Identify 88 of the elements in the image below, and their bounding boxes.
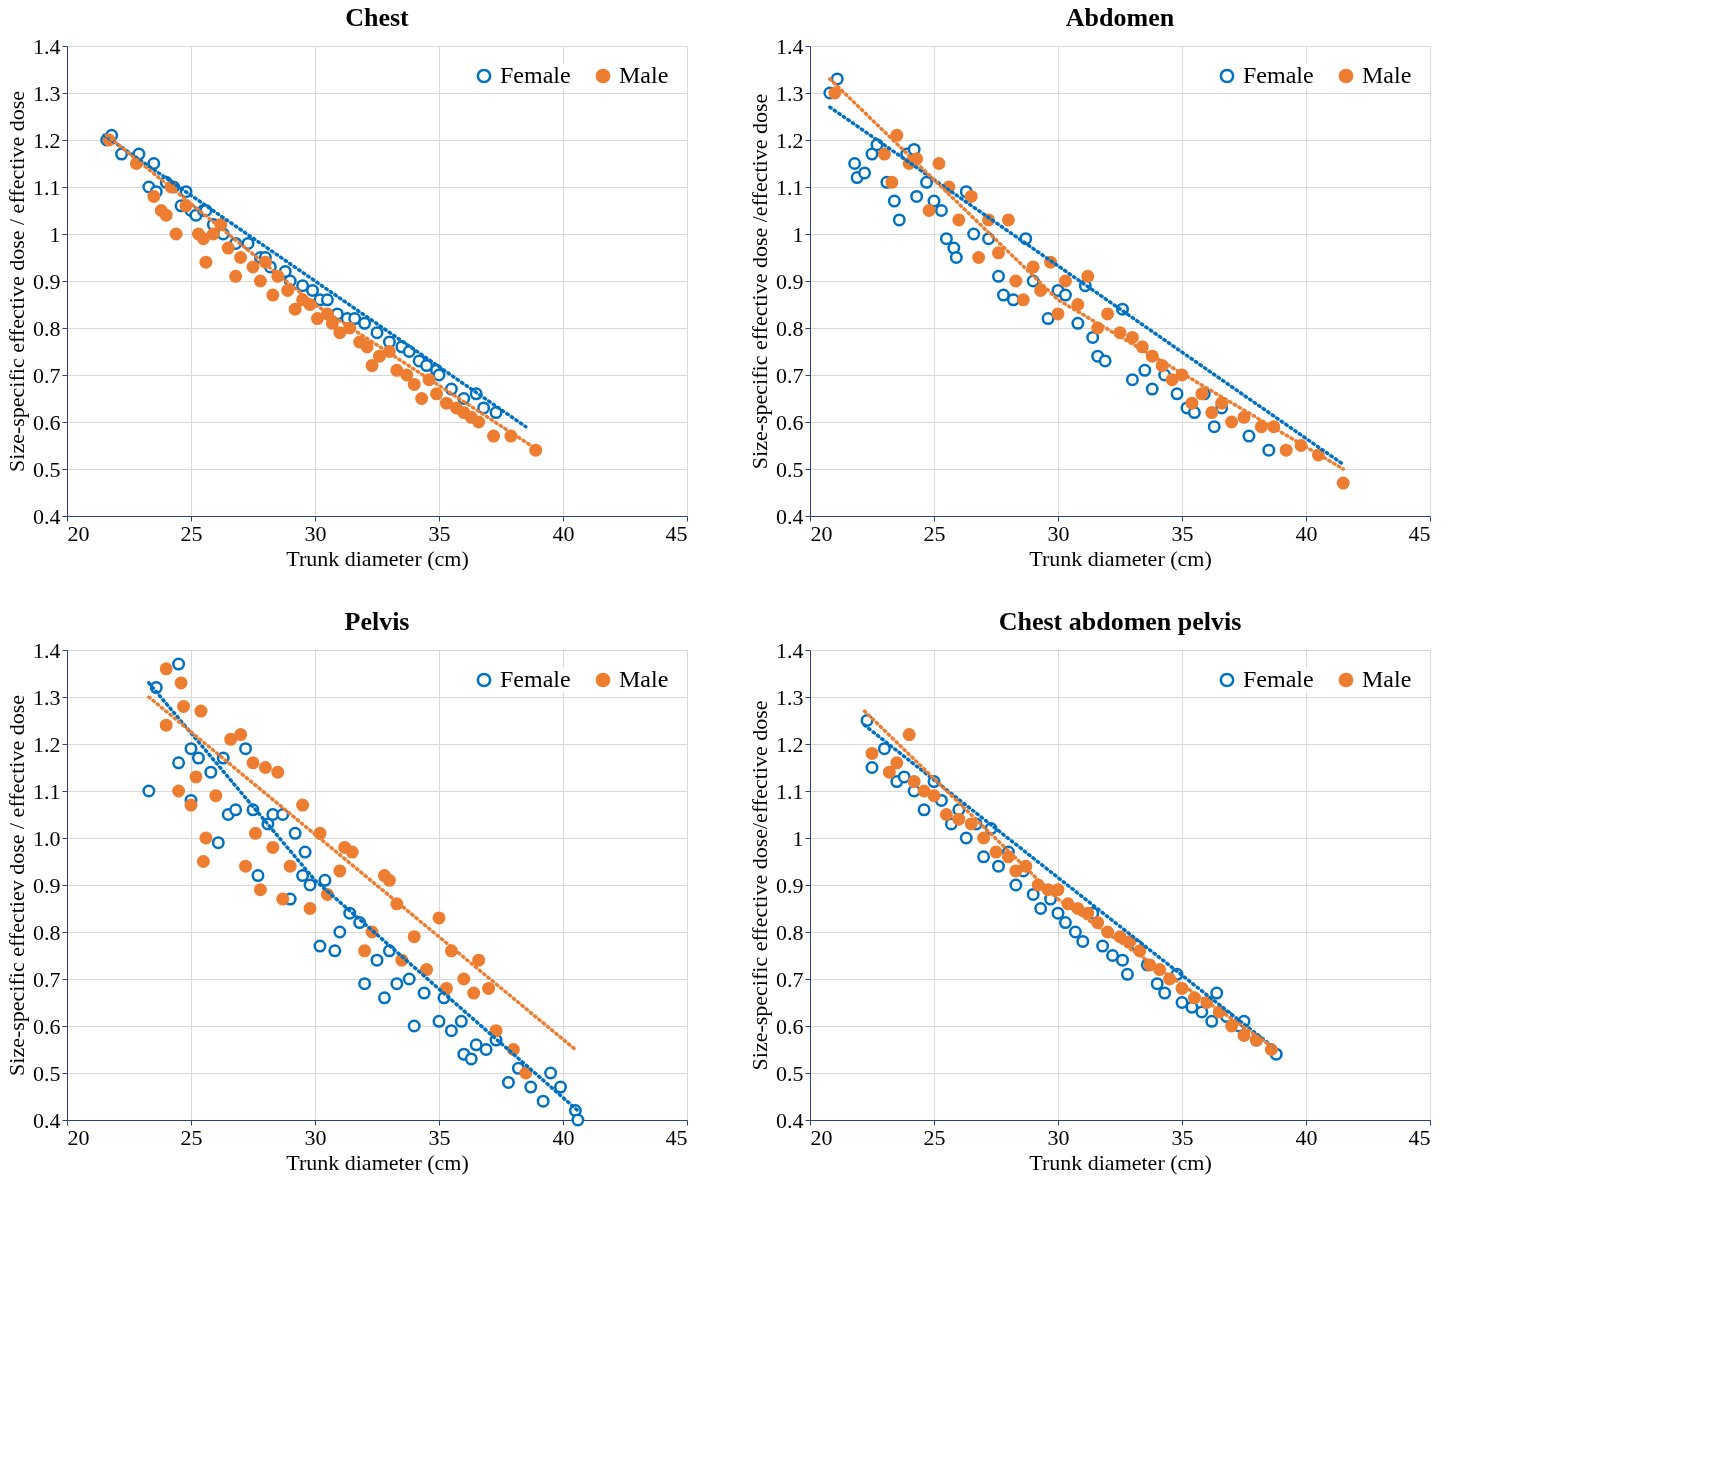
y-tick-label: 0.4 xyxy=(776,503,804,529)
y-axis-title: Size-specific effectiev dose / effective dose xyxy=(4,695,29,1076)
x-tick-label: 30 xyxy=(1047,520,1070,546)
y-tick-label: 1.1 xyxy=(776,174,804,200)
y-tick-label: 0.5 xyxy=(33,1060,61,1086)
y-tick-label: 0.4 xyxy=(33,1107,61,1133)
x-tick-label: 20 xyxy=(67,520,90,546)
x-tick-label: 30 xyxy=(1047,1124,1070,1150)
y-tick-label: 0.4 xyxy=(776,1107,804,1133)
y-tick-label: 1.4 xyxy=(33,637,61,663)
x-tick-label: 20 xyxy=(810,520,833,546)
chart-title: Chest abdomen pelvis xyxy=(998,607,1242,636)
x-axis-title: Trunk diameter (cm) xyxy=(286,545,469,571)
y-tick-label: 0.9 xyxy=(33,872,61,898)
y-tick-label: 0.8 xyxy=(33,919,61,945)
x-tick-label: 40 xyxy=(552,1124,575,1150)
y-tick-label: 1.2 xyxy=(33,127,61,153)
x-tick-label: 25 xyxy=(180,520,203,546)
y-tick-label: 1 xyxy=(792,221,804,247)
y-tick-label: 0.5 xyxy=(776,456,804,482)
y-tick-label: 1.3 xyxy=(776,684,804,710)
legend-label: Male xyxy=(619,666,669,692)
legend-label: Male xyxy=(1362,62,1412,88)
x-tick-label: 30 xyxy=(304,1124,327,1150)
y-tick-label: 1.2 xyxy=(33,731,61,757)
y-axis-title: Size-specific effective dose/effective dose xyxy=(747,700,772,1071)
y-tick-label: 1.3 xyxy=(33,80,61,106)
y-tick-label: 1.2 xyxy=(776,127,804,153)
y-tick-label: 1 xyxy=(49,221,61,247)
y-tick-label: 1.2 xyxy=(776,731,804,757)
y-tick-label: 1 xyxy=(792,825,804,851)
y-tick-label: 1.4 xyxy=(776,637,804,663)
legend-label: Female xyxy=(500,62,571,88)
y-tick-label: 0.9 xyxy=(776,872,804,898)
y-tick-label: 0.8 xyxy=(776,919,804,945)
y-tick-label: 0.9 xyxy=(33,268,61,294)
y-tick-label: 1.3 xyxy=(33,684,61,710)
x-tick-label: 45 xyxy=(665,520,688,546)
y-tick-label: 0.8 xyxy=(33,315,61,341)
y-tick-label: 0.4 xyxy=(33,503,61,529)
x-tick-label: 40 xyxy=(1295,1124,1318,1150)
legend-label: Female xyxy=(1243,62,1314,88)
y-tick-label: 0.8 xyxy=(776,315,804,341)
y-tick-label: 0.5 xyxy=(776,1060,804,1086)
y-tick-label: 1.4 xyxy=(33,33,61,59)
x-tick-label: 35 xyxy=(1171,1124,1194,1150)
x-axis-title: Trunk diameter (cm) xyxy=(1029,545,1212,571)
x-tick-label: 20 xyxy=(67,1124,90,1150)
y-tick-label: 0.7 xyxy=(776,362,804,388)
x-tick-label: 35 xyxy=(428,1124,451,1150)
x-tick-label: 40 xyxy=(552,520,575,546)
chart-title: Abdomen xyxy=(1065,3,1175,32)
legend-label: Male xyxy=(619,62,669,88)
y-tick-label: 0.7 xyxy=(776,966,804,992)
y-tick-label: 1.3 xyxy=(776,80,804,106)
y-tick-label: 0.6 xyxy=(33,409,61,435)
x-tick-label: 35 xyxy=(1171,520,1194,546)
y-tick-label: 0.5 xyxy=(33,456,61,482)
x-tick-label: 25 xyxy=(180,1124,203,1150)
y-tick-label: 1.4 xyxy=(776,33,804,59)
x-axis-title: Trunk diameter (cm) xyxy=(1029,1149,1212,1175)
y-axis-title: Size-specific effective dose /effective dose xyxy=(747,93,772,470)
y-tick-label: 1.0 xyxy=(33,825,61,851)
x-tick-label: 45 xyxy=(1408,520,1431,546)
x-tick-label: 45 xyxy=(1408,1124,1431,1150)
legend-label: Female xyxy=(500,666,571,692)
x-tick-label: 45 xyxy=(665,1124,688,1150)
y-tick-label: 1.1 xyxy=(33,174,61,200)
x-tick-label: 20 xyxy=(810,1124,833,1150)
x-tick-label: 30 xyxy=(304,520,327,546)
x-tick-label: 40 xyxy=(1295,520,1318,546)
legend-label: Female xyxy=(1243,666,1314,692)
chart-title: Pelvis xyxy=(344,607,410,636)
y-tick-label: 0.6 xyxy=(33,1013,61,1039)
x-tick-label: 25 xyxy=(923,520,946,546)
y-tick-label: 0.9 xyxy=(776,268,804,294)
y-tick-label: 0.7 xyxy=(33,966,61,992)
y-tick-label: 1.1 xyxy=(33,778,61,804)
y-tick-label: 0.6 xyxy=(776,1013,804,1039)
x-tick-label: 25 xyxy=(923,1124,946,1150)
x-tick-label: 35 xyxy=(428,520,451,546)
y-tick-label: 0.7 xyxy=(33,362,61,388)
y-tick-label: 0.6 xyxy=(776,409,804,435)
y-axis-title: Size-specific effective dose / effective dose xyxy=(4,91,29,472)
legend-label: Male xyxy=(1362,666,1412,692)
chart-title: Chest xyxy=(345,3,410,32)
y-tick-label: 1.1 xyxy=(776,778,804,804)
x-axis-title: Trunk diameter (cm) xyxy=(286,1149,469,1175)
